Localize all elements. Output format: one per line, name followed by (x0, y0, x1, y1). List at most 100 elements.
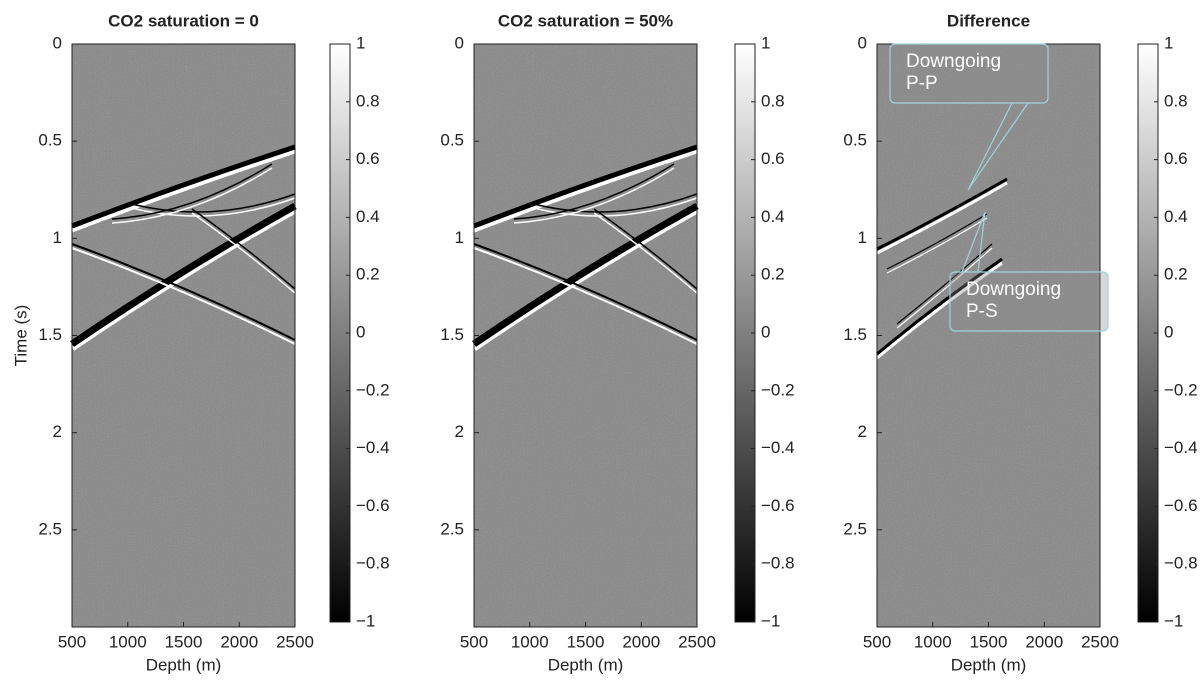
x-tick-label: 1000 (914, 632, 952, 651)
y-tick-label: 2 (858, 422, 867, 441)
colorbar-tick-label: 0.2 (1164, 265, 1188, 284)
x-tick-label: 2000 (622, 632, 660, 651)
event-black (473, 243, 698, 341)
event-white (896, 247, 993, 329)
colorbar-tick-label: 0 (761, 322, 770, 341)
colorbar-tick-label: 0.6 (761, 149, 785, 168)
x-tick-label: 2000 (220, 632, 258, 651)
colorbar-tick-label: 0.6 (356, 149, 380, 168)
colorbar-tick-label: 1 (356, 33, 365, 52)
x-tick-label: 500 (863, 632, 891, 651)
y-tick-label: 1.5 (440, 325, 464, 344)
event-white (191, 212, 296, 294)
y-tick-label: 1 (455, 228, 464, 247)
event-black (131, 193, 296, 213)
colorbar-tick-label: −0.2 (356, 380, 390, 399)
x-tick-label: 500 (58, 632, 86, 651)
x-tick-label: 1500 (165, 632, 203, 651)
colorbar-tick-label: −0.4 (356, 438, 390, 457)
chart-title: CO2 saturation = 0 (108, 11, 259, 30)
annotation-text: Downgoing (906, 51, 1001, 72)
x-tick-label: 500 (460, 632, 488, 651)
event-black (191, 208, 296, 290)
event-white (533, 197, 698, 217)
y-tick-label: 0 (455, 33, 464, 52)
event-white (473, 247, 698, 345)
event-white (593, 212, 698, 294)
y-tick-label: 0 (858, 33, 867, 52)
seismic-events (876, 177, 1008, 360)
colorbar-tick-label: −0.2 (1164, 380, 1198, 399)
event-black (472, 202, 699, 347)
x-tick-label: 2500 (276, 632, 314, 651)
colorbar-tick-label: 1 (1164, 33, 1173, 52)
callout-pointer (967, 102, 1029, 191)
event-black (896, 243, 993, 325)
x-tick-label: 1000 (511, 632, 549, 651)
colorbar-tick-label: −0.6 (356, 496, 390, 515)
y-tick-label: 2.5 (440, 519, 464, 538)
x-axis-label: Depth (m) (146, 655, 222, 674)
callout-pointer (961, 211, 986, 273)
colorbar-tick-label: 0.8 (761, 91, 785, 110)
colorbar-tick-label: 0.2 (761, 265, 785, 284)
colorbar-tick-label: −0.4 (1164, 438, 1198, 457)
y-tick-label: 2 (455, 422, 464, 441)
y-tick-label: 2.5 (843, 519, 867, 538)
event-white (473, 148, 698, 233)
callout-box (889, 43, 1049, 104)
x-tick-label: 1500 (970, 632, 1008, 651)
y-tick-label: 0 (53, 33, 62, 52)
colorbar-tick-label: −1 (761, 611, 780, 630)
y-tick-label: 2 (53, 422, 62, 441)
colorbar-tick-label: −0.8 (356, 554, 390, 573)
image-noise (72, 44, 295, 627)
x-tick-label: 1000 (109, 632, 147, 651)
colorbar-tick-label: 0.2 (356, 265, 380, 284)
colorbar-tick-label: −0.6 (761, 496, 795, 515)
event-black (513, 163, 675, 220)
event-black (593, 208, 698, 290)
x-tick-label: 2500 (1081, 632, 1119, 651)
chart-title: Difference (947, 11, 1030, 30)
event-black (111, 163, 273, 220)
event-black (70, 202, 297, 347)
colorbar-tick-label: 0.6 (1164, 149, 1188, 168)
event-white (876, 181, 1008, 255)
annotation-text: Downgoing (966, 279, 1061, 300)
colorbar-tick-label: −1 (356, 611, 375, 630)
colorbar-tick-label: −0.6 (1164, 496, 1198, 515)
y-tick-label: 0.5 (38, 131, 62, 150)
y-tick-label: 1.5 (843, 325, 867, 344)
colorbar-tick-label: 0.8 (356, 91, 380, 110)
chart-title: CO2 saturation = 50% (498, 11, 673, 30)
colorbar-tick-label: −1 (1164, 611, 1183, 630)
colorbar-tick-label: 0.4 (356, 207, 380, 226)
event-black (876, 257, 1003, 356)
x-tick-label: 1500 (567, 632, 605, 651)
colorbar-tick-label: −0.8 (761, 554, 795, 573)
colorbar-tick-label: −0.4 (761, 438, 795, 457)
callout-box (949, 271, 1109, 332)
y-tick-label: 0.5 (440, 131, 464, 150)
event-black (473, 144, 698, 229)
x-axis-label: Depth (m) (951, 655, 1027, 674)
event-black (71, 243, 296, 341)
seismic-events (70, 144, 297, 351)
colorbar-tick-label: 1 (761, 33, 770, 52)
y-tick-label: 1.5 (38, 325, 62, 344)
y-tick-label: 2.5 (38, 519, 62, 538)
annotation-text: P-P (906, 73, 938, 94)
seismic-events (472, 144, 699, 351)
y-tick-label: 1 (858, 228, 867, 247)
colorbar-tick-label: 0.4 (761, 207, 785, 226)
image-noise (877, 44, 1100, 627)
y-tick-label: 0.5 (843, 131, 867, 150)
colorbar-tick-label: 0.4 (1164, 207, 1188, 226)
event-black (533, 193, 698, 213)
event-white (513, 167, 675, 224)
x-axis-label: Depth (m) (548, 655, 624, 674)
colorbar-tick-label: −0.8 (1164, 554, 1198, 573)
y-tick-label: 1 (53, 228, 62, 247)
